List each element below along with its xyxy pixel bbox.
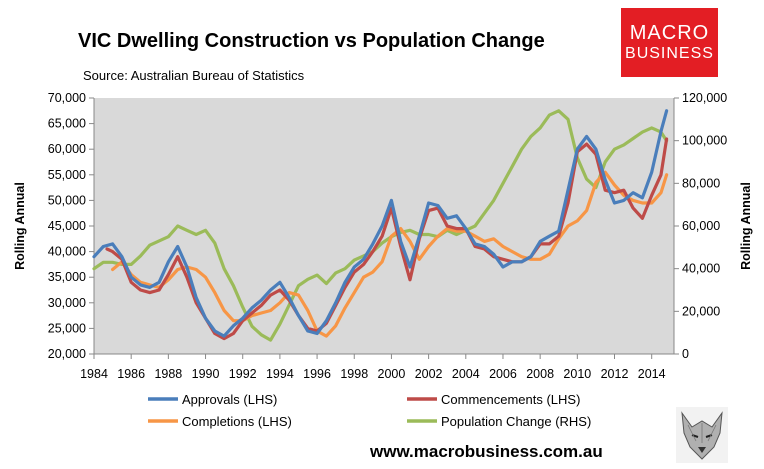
y2-tick-label: 40,000 xyxy=(682,262,720,276)
right-y-axis: 0 20,000 40,000 60,000 80,000 100,000 120,000 xyxy=(674,91,727,361)
x-tick-label: 1992 xyxy=(229,367,257,381)
logo-line-2: BUSINESS xyxy=(625,44,714,62)
x-axis: 1984 1986 1988 1990 1992 1994 1996 1998 2000 2002… xyxy=(80,98,675,381)
x-tick-label: 2012 xyxy=(601,367,629,381)
x-tick-label: 1994 xyxy=(266,367,294,381)
macrobusiness-logo[interactable]: MACRO BUSINESS xyxy=(621,8,718,77)
right-axis-label: Rolling Annual xyxy=(739,182,753,270)
chart-subtitle: Source: Australian Bureau of Statistics xyxy=(83,68,305,83)
x-tick-label: 2002 xyxy=(415,367,443,381)
y-tick-label: 30,000 xyxy=(48,296,86,310)
y2-tick-label: 80,000 xyxy=(682,176,720,190)
x-tick-label: 1998 xyxy=(340,367,368,381)
x-tick-label: 2004 xyxy=(452,367,480,381)
left-axis-label: Rolling Annual xyxy=(13,182,27,270)
y-tick-label: 45,000 xyxy=(48,219,86,233)
y2-tick-label: 100,000 xyxy=(682,134,727,148)
legend-commencements: Commencements (LHS) xyxy=(441,392,580,407)
y-tick-label: 25,000 xyxy=(48,321,86,335)
x-tick-label: 2010 xyxy=(563,367,591,381)
y-tick-label: 65,000 xyxy=(48,117,86,131)
series-lines xyxy=(92,109,669,342)
legend-population: Population Change (RHS) xyxy=(441,414,591,429)
y-tick-label: 50,000 xyxy=(48,193,86,207)
x-tick-label: 2000 xyxy=(378,367,406,381)
y2-tick-label: 20,000 xyxy=(682,304,720,318)
left-y-axis: 20,000 25,000 30,000 35,000 40,000 45,000 50,0… xyxy=(48,91,94,361)
series-line-population-change-rhs xyxy=(92,109,669,342)
series-line-approvals-lhs xyxy=(92,109,669,338)
y-tick-label: 55,000 xyxy=(48,168,86,182)
legend-completions: Completions (LHS) xyxy=(182,414,292,429)
legend: Approvals (LHS) Commencements (LHS) Comp… xyxy=(148,392,591,429)
y2-tick-label: 120,000 xyxy=(682,91,727,105)
chart-title: VIC Dwelling Construction vs Population … xyxy=(78,30,545,52)
y2-tick-label: 60,000 xyxy=(682,219,720,233)
x-tick-label: 2014 xyxy=(638,367,666,381)
x-tick-label: 2008 xyxy=(526,367,554,381)
y-tick-label: 70,000 xyxy=(48,91,86,105)
y2-tick-label: 0 xyxy=(682,347,689,361)
x-tick-label: 1988 xyxy=(154,367,182,381)
legend-approvals: Approvals (LHS) xyxy=(182,392,277,407)
x-tick-label: 2006 xyxy=(489,367,517,381)
y-tick-label: 35,000 xyxy=(48,270,86,284)
y-tick-label: 40,000 xyxy=(48,245,86,259)
y-tick-label: 20,000 xyxy=(48,347,86,361)
y-tick-label: 60,000 xyxy=(48,142,86,156)
x-tick-label: 1986 xyxy=(117,367,145,381)
logo-line-1: MACRO xyxy=(629,21,710,44)
wolf-logo-icon xyxy=(676,407,728,463)
x-tick-label: 1996 xyxy=(303,367,331,381)
series-line-completions-lhs xyxy=(111,170,669,338)
x-tick-label: 1990 xyxy=(192,367,220,381)
x-tick-label: 1984 xyxy=(80,367,108,381)
website-url[interactable]: www.macrobusiness.com.au xyxy=(370,442,603,461)
